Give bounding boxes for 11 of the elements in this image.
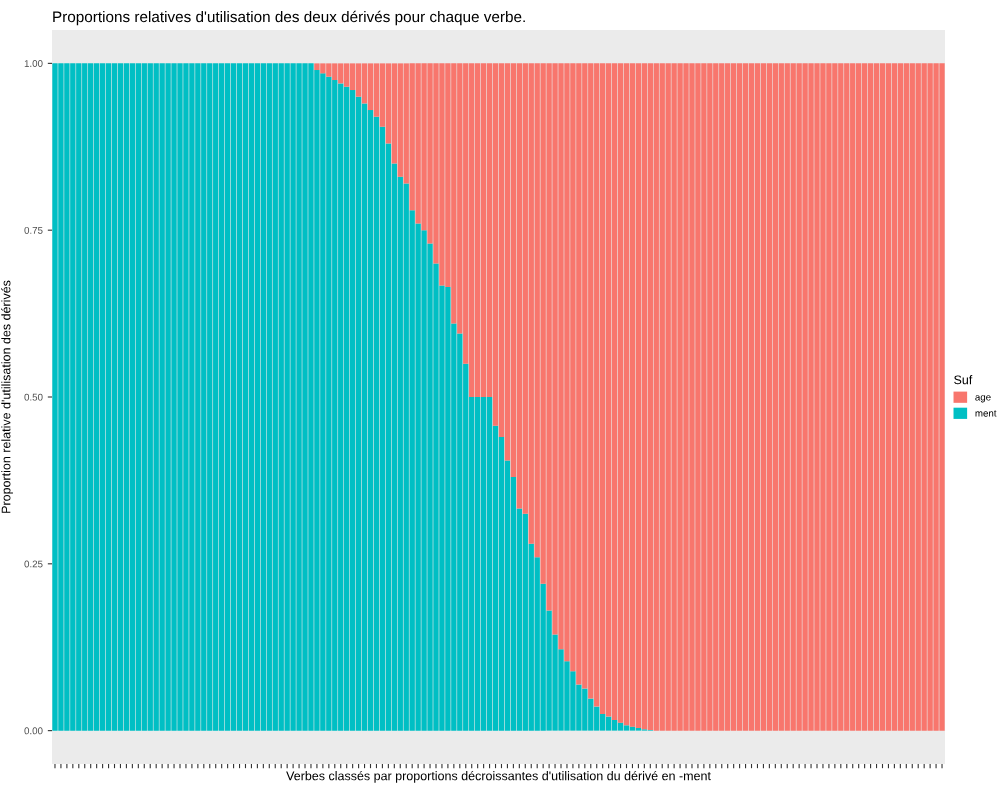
legend-title: Suf <box>954 375 973 385</box>
y-tick-label: 0.25 <box>24 560 43 568</box>
y-tick-label: 0.00 <box>24 727 43 735</box>
y-tick-label: 0.75 <box>24 226 43 234</box>
y-tick-label: 1.00 <box>24 60 43 67</box>
y-tick-label: 0.50 <box>24 393 43 401</box>
chart-title: Proportions relatives d'utilisation des deux dérivés pour chaque verbe. <box>53 10 525 26</box>
legend-label: ment <box>975 410 997 417</box>
x-axis-title: Verbes classés par proportions décroissantes d'utilisation du dérivé en -ment <box>286 770 711 783</box>
y-axis-title: Proportion relative d'utilisation des dérivés <box>1 280 13 513</box>
legend-label: age <box>975 395 991 403</box>
